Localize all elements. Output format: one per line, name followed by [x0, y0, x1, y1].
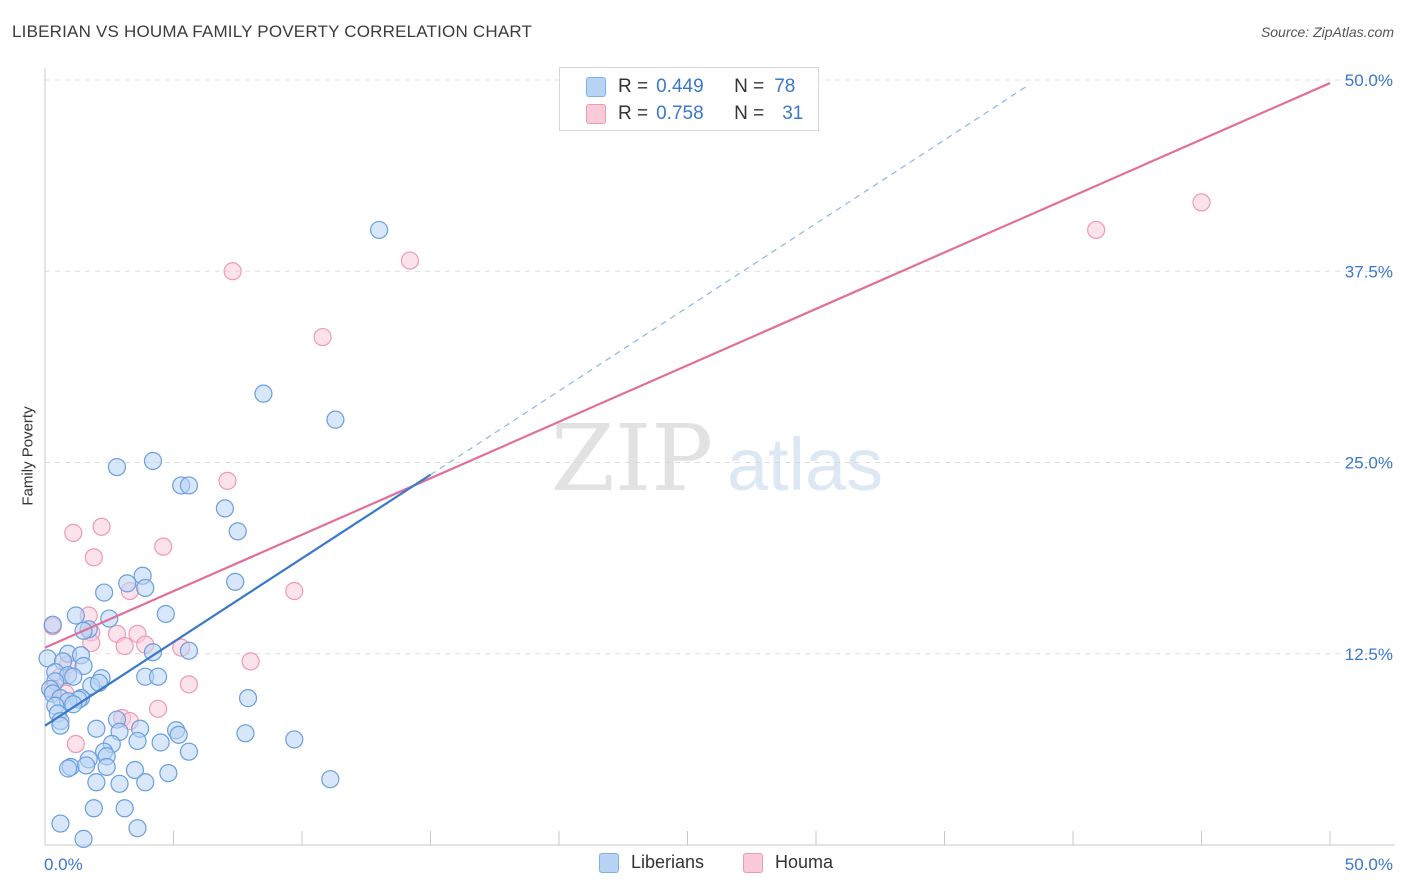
houma-point: [148, 699, 168, 718]
y-tick-label: 12.5%: [1345, 645, 1393, 664]
houma-swatch: [586, 104, 606, 124]
liberians-n-value: 78: [774, 76, 796, 97]
liberians-point: [43, 615, 62, 634]
liberians-point: [110, 774, 129, 793]
houma-n-value: 31: [782, 103, 804, 124]
liberians-point: [215, 499, 234, 518]
source-credit: Source: ZipAtlas.com: [1260, 24, 1394, 40]
liberians-point: [118, 574, 137, 593]
houma-trend-line: [44, 82, 1331, 649]
liberians-point: [285, 730, 304, 749]
legend-item-liberians[interactable]: Liberians: [599, 852, 704, 873]
liberians-point: [107, 457, 127, 477]
houma-point: [84, 548, 103, 567]
legend-item-houma[interactable]: Houma: [743, 852, 833, 873]
liberians-point: [236, 724, 255, 743]
correlation-legend: R = 0.449 N = 78 R = 0.758 N = 31: [559, 67, 819, 131]
watermark-zip: ZIP: [551, 405, 713, 512]
liberians-trend-line: [44, 473, 432, 727]
liberians-point: [321, 770, 340, 789]
houma-legend-swatch: [743, 852, 763, 873]
liberians-point: [326, 410, 345, 429]
liberians-point: [179, 742, 199, 761]
houma-point: [285, 581, 304, 601]
liberians-legend-swatch: [599, 852, 619, 873]
houma-point: [313, 327, 332, 347]
liberians-point: [254, 384, 273, 403]
n-label: N =: [734, 76, 765, 97]
liberians-point: [136, 578, 155, 598]
y-tick-label: 25.0%: [1345, 454, 1393, 473]
houma-point: [218, 471, 237, 490]
liberians-point: [228, 522, 247, 541]
y-tick-label: 37.5%: [1345, 262, 1393, 281]
houma-point: [1087, 220, 1106, 240]
houma-point: [115, 636, 134, 656]
gridlines: [45, 79, 1395, 655]
houma-point: [400, 251, 420, 270]
houma-point: [92, 517, 111, 536]
watermark-atlas: atlas: [727, 423, 883, 506]
liberians-point: [97, 757, 116, 777]
liberians-point: [128, 819, 147, 838]
liberians-point: [128, 731, 147, 751]
houma-point: [66, 734, 85, 754]
legend-houma-label: Houma: [775, 852, 834, 872]
liberians-point: [179, 641, 199, 660]
houma-point: [241, 652, 260, 671]
liberians-point: [159, 763, 178, 783]
liberians-point: [77, 756, 96, 775]
legend-row-houma: R = 0.758 N = 31: [586, 101, 803, 127]
liberians-point: [370, 220, 389, 240]
liberians-point: [89, 673, 109, 692]
liberians-point: [74, 829, 93, 848]
liberians-swatch: [586, 77, 606, 97]
liberians-point: [66, 606, 85, 625]
liberians-r-value: 0.449: [656, 76, 704, 97]
houma-point: [223, 262, 242, 281]
chart-title: LIBERIAN VS HOUMA FAMILY POVERTY CORRELA…: [12, 22, 533, 41]
tick-labels: 12.5% 25.0% 37.5% 50.0% 0.0% 50.0%: [44, 71, 1393, 874]
x-tick-label-max: 50.0%: [1345, 855, 1393, 874]
n-label: N =: [734, 103, 765, 124]
series-legend: Liberians Houma: [0, 852, 1406, 876]
houma-point: [179, 675, 199, 694]
liberians-point: [87, 719, 106, 738]
liberians-point: [59, 759, 78, 778]
liberians-point: [64, 695, 83, 714]
liberians-point: [169, 725, 188, 744]
liberians-point: [115, 799, 134, 818]
liberians-points: [38, 220, 389, 848]
houma-point: [64, 523, 83, 542]
legend-row-liberians: R = 0.449 N = 78: [586, 74, 795, 100]
liberians-trend-extension: [430, 84, 1030, 476]
liberians-point: [226, 572, 245, 591]
houma-r-value: 0.758: [656, 103, 704, 124]
liberians-point: [51, 716, 70, 735]
liberians-point: [125, 760, 145, 780]
liberians-point: [143, 643, 163, 662]
liberians-point: [151, 733, 170, 752]
houma-point: [1192, 193, 1211, 212]
trend-lines: [44, 82, 1331, 727]
liberians-point: [148, 667, 168, 686]
liberians-point: [143, 451, 163, 471]
axes: [44, 68, 1395, 846]
x-tick-label-min: 0.0%: [44, 855, 83, 874]
liberians-point: [64, 667, 83, 686]
r-label: R =: [618, 76, 649, 97]
legend-liberians-label: Liberians: [631, 852, 705, 872]
liberians-point: [51, 814, 70, 833]
r-label: R =: [618, 103, 649, 124]
liberians-point: [238, 689, 258, 708]
y-tick-label: 50.0%: [1345, 71, 1393, 90]
liberians-point: [136, 773, 155, 792]
liberians-point: [179, 476, 199, 495]
liberians-point: [156, 604, 175, 624]
liberians-point: [84, 799, 103, 818]
liberians-point: [87, 773, 106, 792]
liberians-point: [95, 583, 114, 602]
houma-point: [154, 537, 173, 556]
